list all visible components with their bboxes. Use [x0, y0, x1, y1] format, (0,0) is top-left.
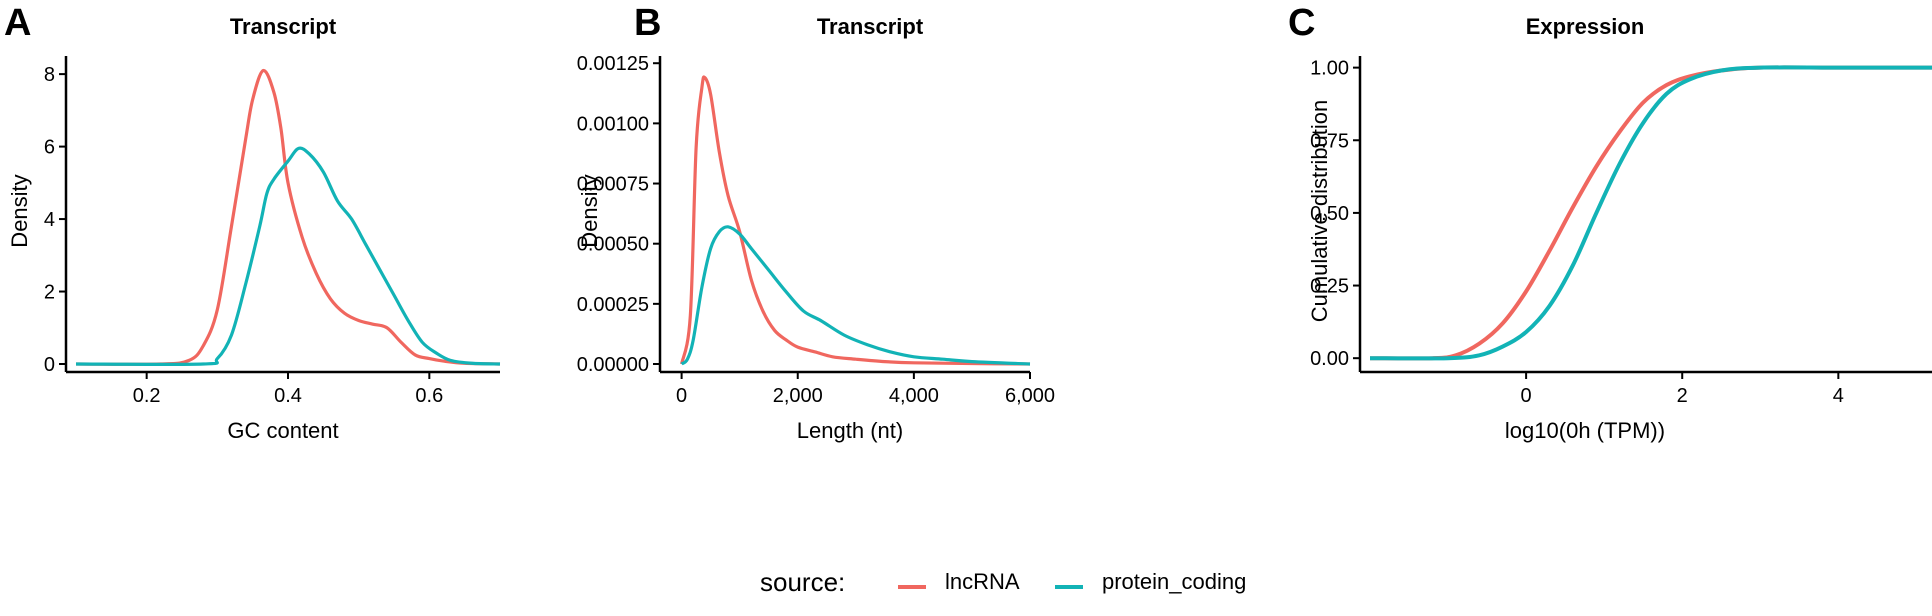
y-tick-label: 2: [44, 282, 55, 304]
x-tick-label: 6,000: [1005, 385, 1055, 407]
x-tick-label: 0.4: [274, 385, 302, 407]
x-tick-label: 4: [1833, 385, 1844, 407]
y-tick-label: 4: [44, 209, 55, 231]
y-tick-label: 6: [44, 137, 55, 159]
legend: source: lncRNA protein_coding: [0, 555, 1932, 605]
legend-title: source:: [760, 567, 846, 597]
x-tick-label: 0: [1521, 385, 1532, 407]
panel-letter: C: [1288, 2, 1316, 44]
series-line-lncrna: [75, 68, 501, 366]
legend-item-lncrna: lncRNA: [945, 569, 1020, 594]
x-tick-label: 0.2: [133, 385, 161, 407]
y-tick-label: 0.50: [1310, 203, 1349, 225]
plot-area: 0.00000 0.00025 0.00050 0.00075 0.00100 0.001…: [577, 53, 1055, 407]
y-tick-label: 0.00000: [577, 354, 649, 376]
panel-letter: A: [4, 2, 32, 44]
x-tick-label: 2: [1677, 385, 1688, 407]
y-tick-label: 0.00125: [577, 53, 649, 75]
series-line-protein-coding: [1369, 65, 1932, 361]
y-tick-label: 0.75: [1310, 130, 1349, 152]
y-tick-label: 0.00075: [577, 174, 649, 196]
panel-a: A Transcript Density GC content 0 2 4 6 8 0.2…: [0, 0, 620, 470]
x-axis-label: log10(0h (TPM)): [1504, 418, 1666, 443]
y-tick-label: 0.25: [1310, 276, 1349, 298]
x-tick-label: 2,000: [773, 385, 823, 407]
legend-swatch-protein-coding: [1055, 585, 1083, 589]
y-tick-label: 0.00100: [577, 113, 649, 135]
plot-area: 0 2 4 6 8 0.2 0.4 0.6: [44, 56, 501, 407]
panel-title: Transcript: [229, 14, 337, 39]
panel-c: C Expression Cumulative distribution log…: [1260, 0, 1932, 470]
y-tick-label: 1.00: [1310, 58, 1349, 80]
x-axis-label: GC content: [227, 418, 339, 443]
y-tick-label: 0: [44, 354, 55, 376]
panel-b: B Transcript Density Length (nt) 0.00000…: [577, 0, 1055, 470]
panel-title: Expression: [1525, 14, 1645, 39]
y-tick-label: 0.00: [1310, 348, 1349, 370]
x-axis-label: Length (nt): [796, 418, 904, 443]
legend-item-protein-coding: protein_coding: [1102, 569, 1247, 594]
y-tick-label: 0.00050: [577, 234, 649, 256]
series-line-lncrna: [680, 75, 1031, 366]
y-tick-label: 0.00025: [577, 294, 649, 316]
x-tick-label: 0: [676, 385, 687, 407]
series-line-protein-coding: [75, 146, 501, 367]
series-line-protein-coding: [680, 225, 1031, 366]
panel-title: Transcript: [816, 14, 924, 39]
x-tick-label: 4,000: [889, 385, 939, 407]
x-tick-label: 0.6: [415, 385, 443, 407]
y-tick-label: 8: [44, 64, 55, 86]
panel-letter: B: [634, 2, 662, 44]
plot-area: 0.00 0.25 0.50 0.75 1.00 0 2 4: [1310, 56, 1932, 407]
legend-swatch-lncrna: [898, 585, 926, 589]
